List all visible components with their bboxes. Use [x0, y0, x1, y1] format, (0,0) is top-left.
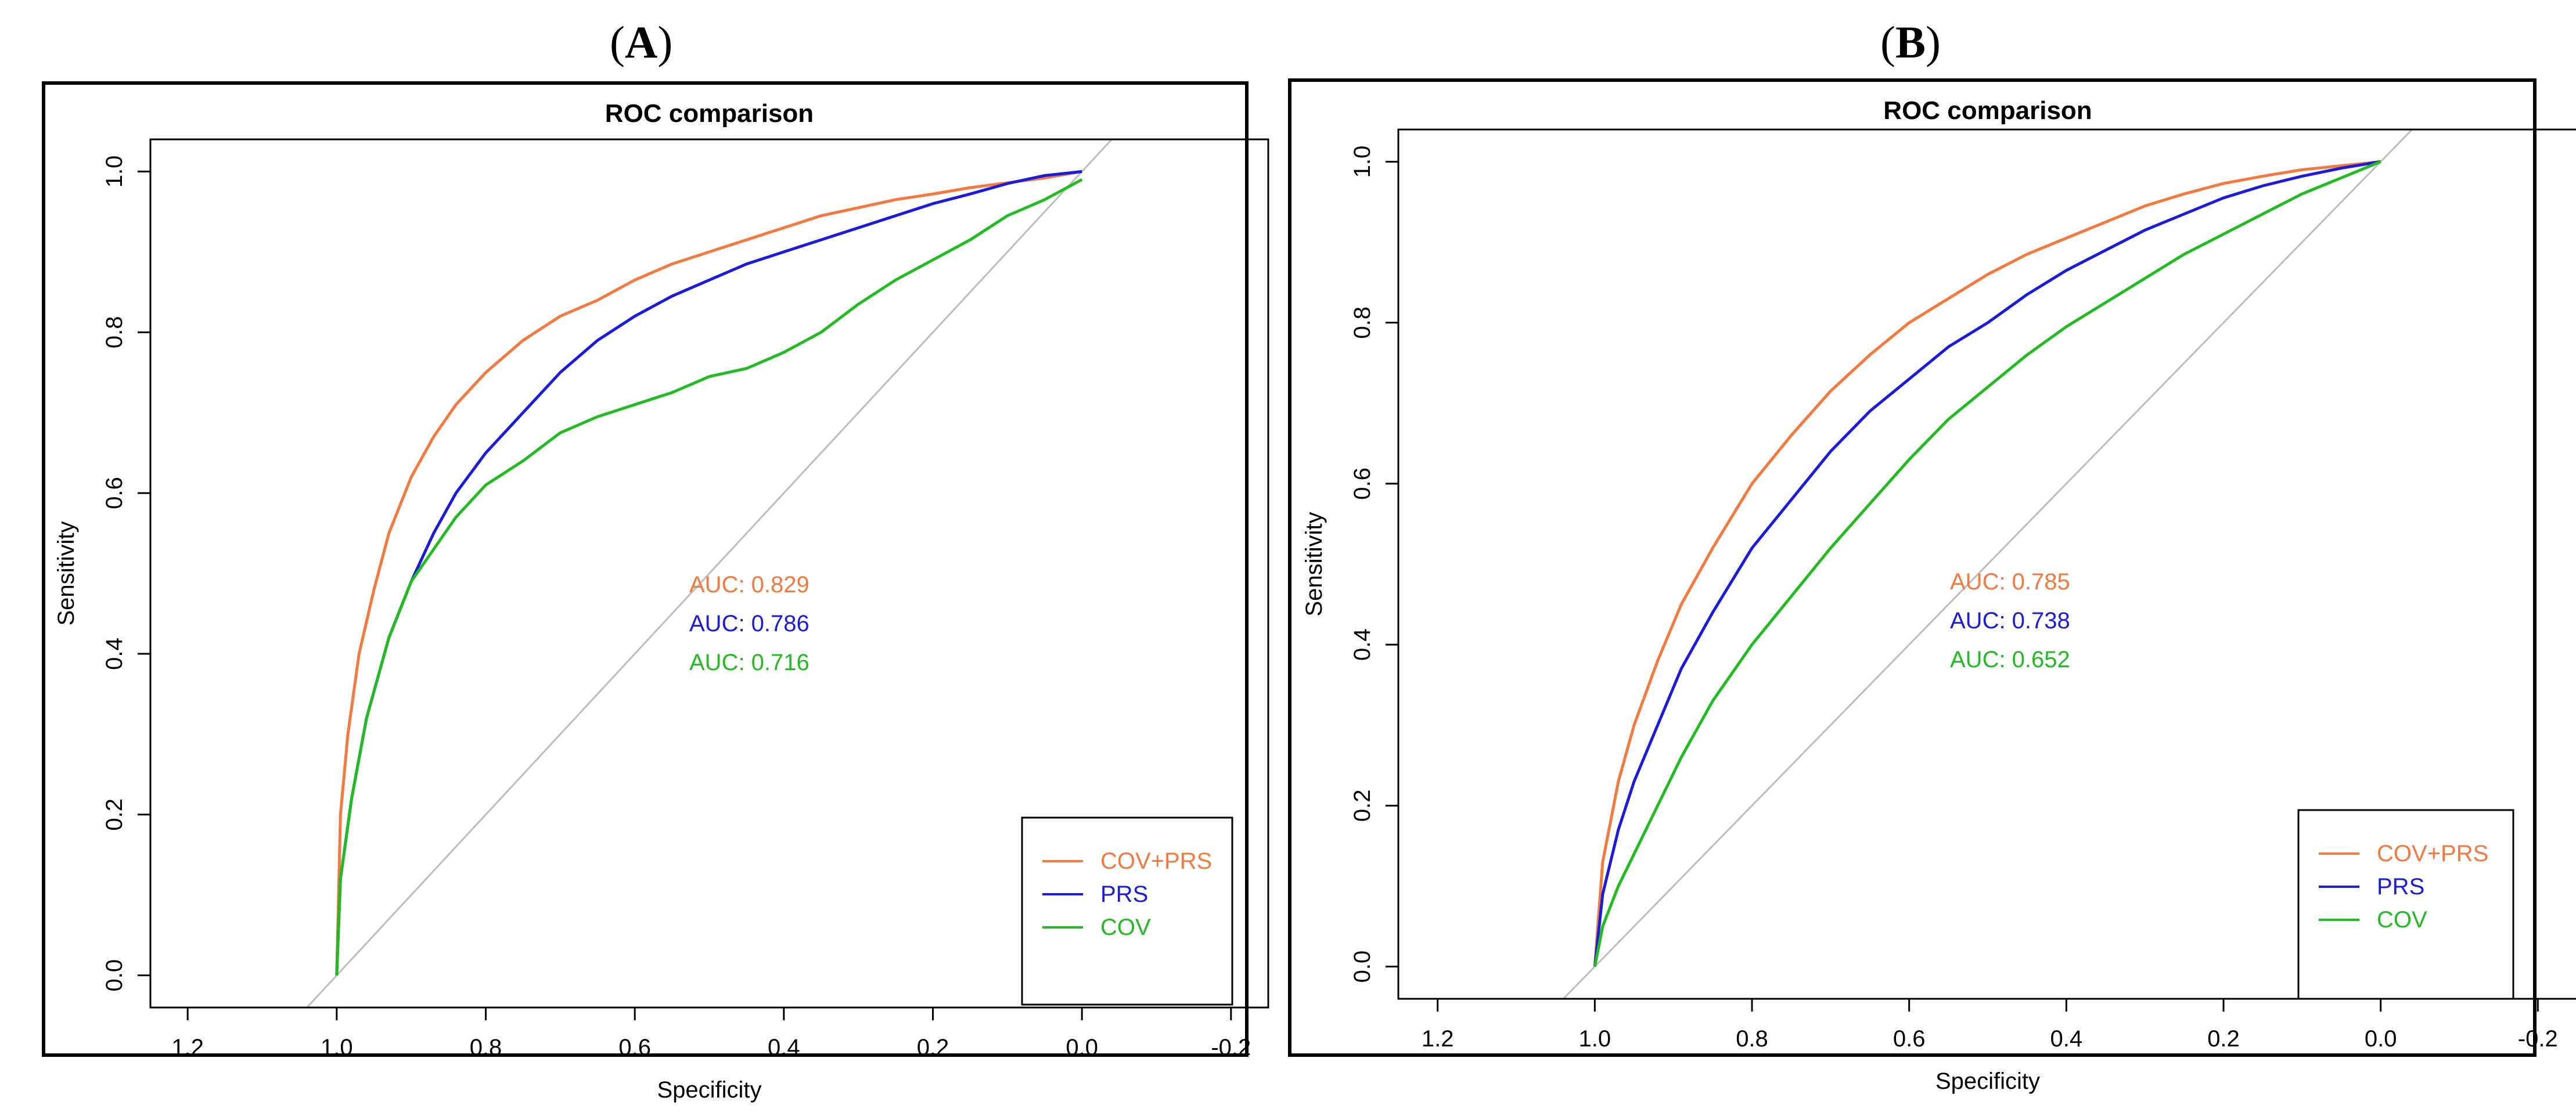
- auc-label-prs: AUC: 0.786: [689, 611, 810, 636]
- reference-diagonal-line: [1562, 129, 2413, 999]
- y-tick-label: 0.6: [1350, 467, 1375, 500]
- x-tick-label: 0.8: [470, 1035, 502, 1060]
- panel-frame-a: [42, 81, 1249, 1057]
- y-tick-label: 0.8: [1350, 307, 1375, 339]
- x-tick-label: 0.2: [2207, 1026, 2240, 1052]
- panel-frame-b: [1288, 78, 2537, 1057]
- x-tick-label: 0.2: [917, 1035, 949, 1060]
- x-tick-label: -0.2: [1211, 1035, 1251, 1060]
- x-tick-label: 0.4: [2050, 1026, 2083, 1052]
- y-axis-label: Sensitivity: [53, 521, 79, 625]
- y-tick-label: 0.0: [1350, 951, 1375, 983]
- x-tick-label: -0.2: [2518, 1026, 2558, 1052]
- legend-label-cov-prs: COV+PRS: [1100, 848, 1212, 874]
- auc-label-prs: AUC: 0.738: [1950, 608, 2070, 634]
- x-tick-label: 0.8: [1736, 1026, 1768, 1052]
- panel-label-b: (B): [1880, 17, 1941, 67]
- legend-label-prs: PRS: [1100, 881, 1148, 907]
- legend-box: [2297, 809, 2514, 1000]
- roc-chart-a: ROC comparison 1.2 1.0 0.8 0.6 0.4 0.2 0.0 -0.2 0…: [53, 99, 1269, 1103]
- x-tick-label: 1.0: [321, 1035, 353, 1060]
- legend-label-cov-prs: COV+PRS: [2377, 841, 2488, 866]
- y-axis-label: Sensitivity: [1301, 512, 1327, 616]
- roc-curve-cov-prs: [1593, 160, 2381, 967]
- x-tick-label: 1.2: [171, 1035, 204, 1060]
- x-axis-label: Specificity: [657, 1077, 761, 1103]
- plot-box: [149, 138, 1269, 1009]
- y-tick-label: 1.0: [1350, 146, 1375, 178]
- x-tick-label: 1.0: [1579, 1026, 1611, 1052]
- auc-label-cov: AUC: 0.716: [689, 650, 810, 675]
- y-tick-label: 0.4: [102, 638, 127, 670]
- legend-box: [1021, 816, 1233, 1006]
- auc-label-cov-prs: AUC: 0.829: [689, 572, 810, 598]
- y-tick-label: 0.0: [102, 959, 127, 992]
- legend-label-cov: COV: [1100, 915, 1151, 940]
- auc-label-cov-prs: AUC: 0.785: [1950, 569, 2070, 595]
- roc-curve-prs: [1593, 160, 2381, 967]
- auc-label-cov: AUC: 0.652: [1950, 647, 2070, 672]
- legend-label-cov: COV: [2377, 907, 2427, 933]
- y-tick-label: 0.6: [102, 477, 127, 509]
- y-tick-label: 0.2: [102, 798, 127, 831]
- y-tick-label: 0.8: [102, 316, 127, 348]
- y-tick-label: 1.0: [102, 156, 127, 188]
- roc-curve-cov: [335, 178, 1083, 976]
- legend-label-prs: PRS: [2377, 874, 2424, 899]
- plot-box: [1397, 128, 2576, 1000]
- x-tick-label: 0.6: [618, 1035, 651, 1060]
- reference-diagonal-line: [305, 139, 1113, 1008]
- y-tick-label: 0.4: [1350, 628, 1375, 661]
- x-tick-label: 0.0: [1066, 1035, 1098, 1060]
- roc-curve-cov-prs: [335, 170, 1082, 976]
- panel-label-a: (A): [610, 17, 673, 67]
- roc-chart-b: ROC comparison 1.2 1.0 0.8 0.6 0.4 0.2 0.0 -0.2 0…: [1301, 96, 2576, 1094]
- x-axis-label: Specificity: [1935, 1068, 2040, 1094]
- chart-title: ROC comparison: [1883, 96, 2092, 125]
- roc-curve-cov: [1593, 160, 2381, 967]
- y-tick-label: 0.2: [1350, 790, 1375, 822]
- x-tick-label: 1.2: [1422, 1026, 1454, 1052]
- x-tick-label: 0.0: [2365, 1026, 2397, 1052]
- x-tick-label: 0.6: [1893, 1026, 1926, 1052]
- x-tick-label: 0.4: [768, 1035, 800, 1060]
- chart-title: ROC comparison: [605, 99, 814, 128]
